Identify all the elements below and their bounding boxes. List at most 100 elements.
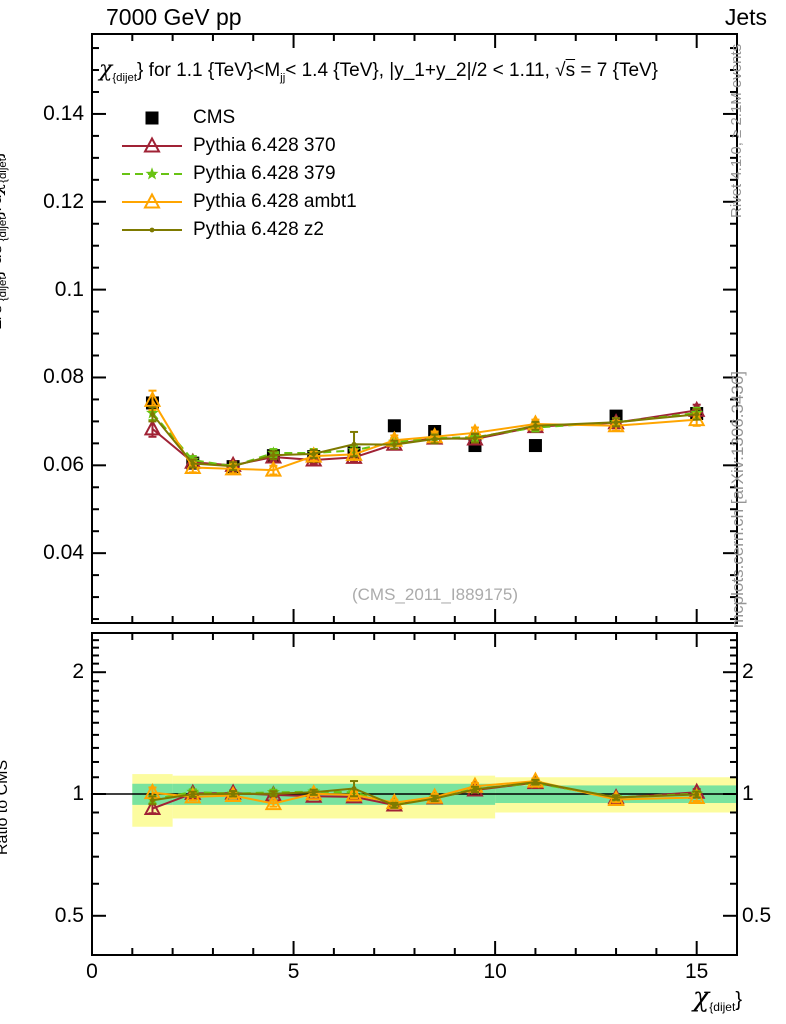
ratio-marker-dot (533, 779, 538, 785)
triangle-open-icon (143, 136, 161, 153)
text-run: }/d (0, 194, 6, 217)
legend-item-pythia-6-428-ambt1: Pythia 6.428 ambt1 (120, 188, 357, 216)
ratio-marker-dot (150, 797, 155, 803)
main-ytick-label: 0.06 (43, 453, 84, 477)
ratio-marker-dot (311, 789, 317, 795)
text-run: } for 1.1 {TeV}<M (137, 60, 281, 81)
xtick-label: 10 (483, 960, 507, 983)
text-run: {dijet (112, 71, 138, 84)
main-marker-dot (190, 461, 196, 466)
main-marker-dot (472, 435, 478, 441)
rivet-version-note: Rivet 4.1.0, ≥ 2.1M events (728, 43, 745, 218)
main-marker-triangle-open (224, 459, 242, 476)
ratio-ytick-label-right: 1 (742, 782, 754, 805)
ratio-ytick-label-right: 0.5 (742, 903, 772, 927)
triangle-open-legend-marker-icon (122, 136, 182, 153)
plot-title: χ{dijet} for 1.1 {TeV}<Mjj< 1.4 {TeV}, |… (99, 57, 659, 84)
main-ytick-label: 0.12 (43, 189, 84, 213)
main-marker-dot (230, 463, 236, 469)
analysis-group-label: Jets (724, 4, 767, 30)
main-marker-dot (533, 423, 538, 429)
ratio-marker-dot (391, 802, 397, 808)
legend-label: CMS (193, 107, 236, 128)
main-marker-dot (150, 411, 155, 417)
ratio-ytick-label-left: 2 (72, 660, 84, 684)
legend-item-pythia-6-428-379: Pythia 6.428 379 (120, 160, 357, 188)
text-run: √ (555, 60, 566, 81)
text-run: χ (692, 982, 710, 1013)
main-marker-dot (391, 442, 397, 448)
x-axis-title: χ{dijet} (620, 982, 742, 1015)
main-ytick-label: 0.1 (54, 277, 84, 301)
main-marker-dot (613, 419, 619, 425)
main-marker-triangle-open (143, 390, 162, 407)
ratio-ytick-label-right: 2 (742, 660, 754, 684)
main-ytick-label: 0.04 (43, 541, 84, 565)
square-legend-marker-icon (145, 111, 159, 125)
main-marker-square (387, 419, 401, 433)
text-run: s (565, 60, 576, 81)
text-run: χ (99, 57, 113, 82)
analysis-id-watermark: (CMS_2011_I889175) (351, 585, 518, 604)
xtick-label: 0 (86, 960, 98, 983)
ratio-y-axis-title: Ratio to CMS (0, 759, 11, 855)
legend-label: Pythia 6.428 ambt1 (193, 191, 357, 212)
legend-label: Pythia 6.428 z2 (193, 219, 324, 240)
text-run: jj (280, 71, 286, 84)
main-marker-dot (432, 436, 438, 442)
star-legend-marker-icon (122, 167, 182, 180)
text-run: < 1.4 {TeV}, |y_1+y_2|/2 < 1.11, (285, 60, 556, 81)
main-marker-triangle-open (305, 450, 323, 467)
main-ytick-label: 0.14 (43, 101, 84, 125)
main-marker-dot (694, 411, 700, 417)
main-marker-triangle-open (143, 419, 162, 436)
triangle-open-icon (143, 192, 161, 209)
ratio-marker-dot (230, 791, 236, 797)
text-run: 1/ (0, 314, 6, 330)
legend-label: Pythia 6.428 379 (193, 163, 336, 184)
ratio-ytick-label-left: 0.5 (54, 903, 84, 927)
ratio-marker-dot (351, 786, 357, 791)
ratio-series-line-4 (152, 781, 697, 807)
triangle-open-legend-marker-icon (122, 192, 182, 209)
ratio-marker-dot (472, 787, 478, 792)
main-marker-square (528, 439, 542, 453)
text-run: χ (0, 183, 6, 195)
main-marker-dot (271, 452, 276, 458)
legend: CMS Pythia 6.428 370 Pythia 6.428 379 Pythi… (120, 104, 357, 244)
ratio-marker-dot (694, 792, 700, 797)
main-marker-triangle-open (264, 460, 283, 477)
text-run: } (735, 989, 742, 1011)
main-marker-triangle-open (345, 444, 363, 461)
main-marker-dot (351, 441, 357, 447)
ratio-marker-triangle-open (264, 793, 283, 811)
ratio-marker-dot (432, 796, 438, 801)
ratio-marker-triangle-open (607, 789, 625, 807)
text-run: } d (0, 254, 6, 276)
text-run: σ (0, 241, 6, 254)
xtick-label: 15 (685, 960, 709, 983)
main-marker-dot (311, 451, 317, 457)
text-run: {dijet (0, 276, 9, 302)
text-run: {dijet (0, 216, 9, 242)
ratio-marker-dot (613, 795, 619, 800)
legend-label: Pythia 6.428 370 (193, 135, 336, 156)
ratio-marker-triangle-open (345, 785, 363, 802)
square-icon (145, 111, 159, 125)
text-run: = 7 {TeV} (575, 60, 659, 81)
ratio-marker-dot (271, 791, 276, 797)
text-run: σ (0, 301, 6, 314)
text-run: {dijet (709, 1000, 736, 1015)
legend-item-pythia-6-428-370: Pythia 6.428 370 (120, 132, 357, 160)
legend-item-cms: CMS (120, 104, 357, 132)
dot-icon (149, 227, 155, 233)
text-run: {dijet (0, 158, 9, 183)
star-icon (145, 167, 159, 180)
ratio-marker-dot (190, 791, 196, 797)
main-marker-triangle-open (305, 446, 323, 463)
ratio-ytick-label-left: 1 (72, 782, 84, 805)
ratio-marker-triangle-open (143, 798, 162, 816)
beam-energy-label: 7000 GeV pp (106, 4, 242, 30)
